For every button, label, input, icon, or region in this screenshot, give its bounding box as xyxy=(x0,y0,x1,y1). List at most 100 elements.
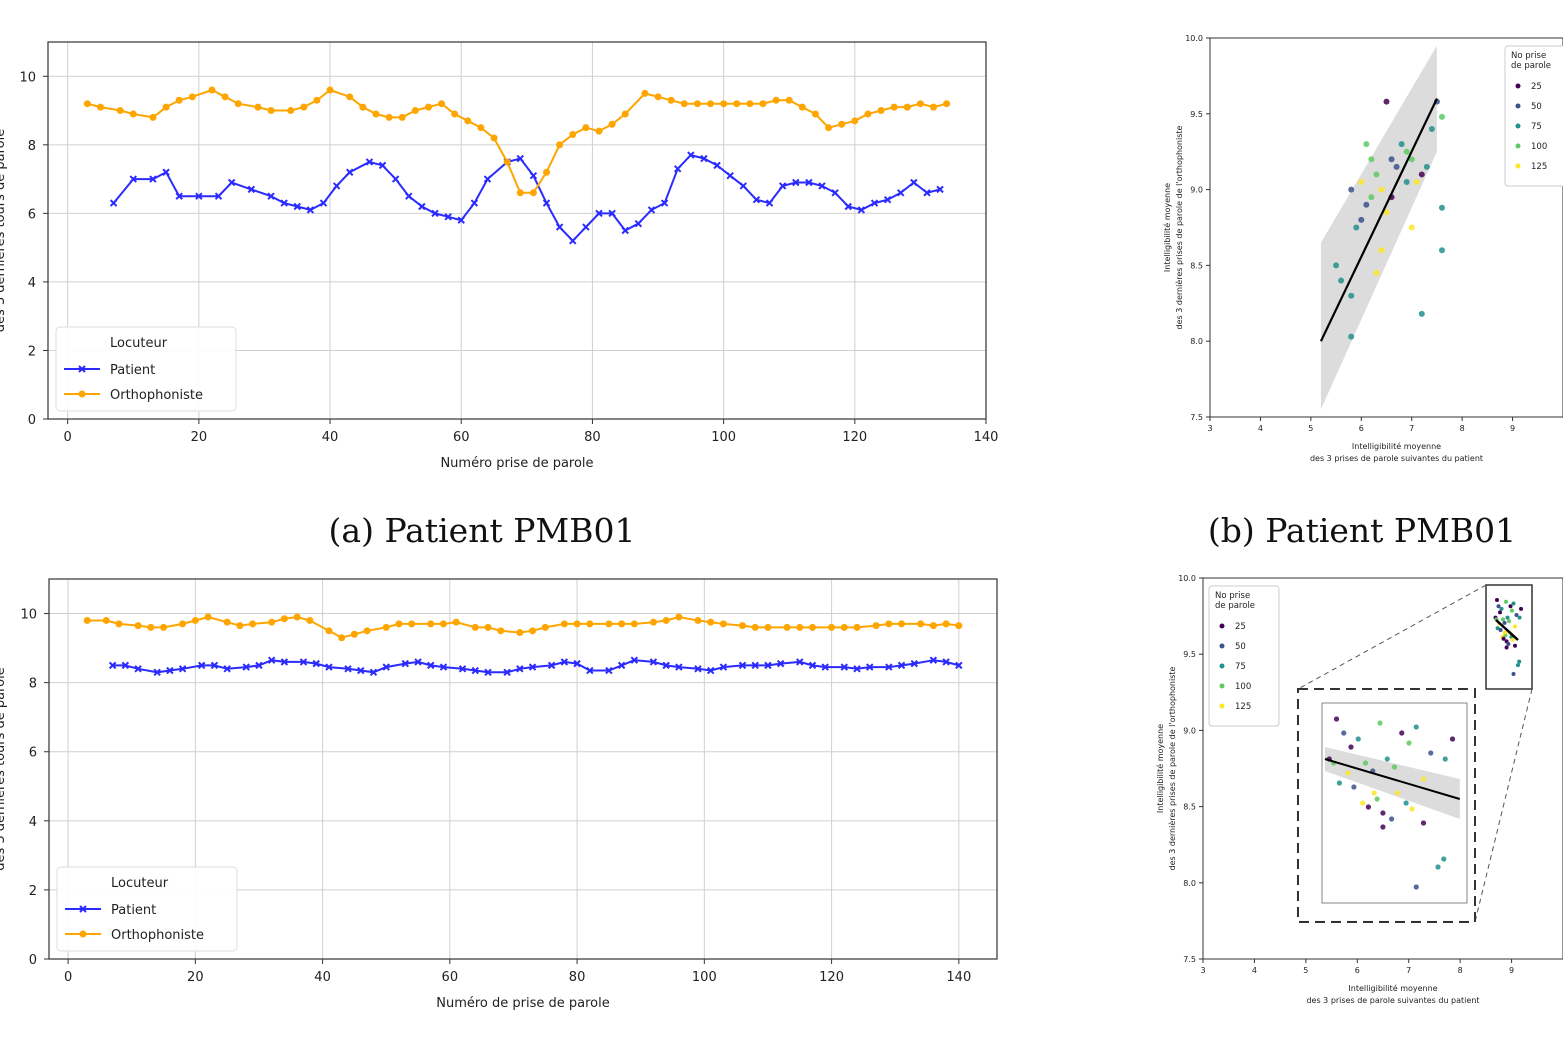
inset-source-point xyxy=(1504,599,1508,604)
scatter-point xyxy=(1348,292,1355,299)
legend-label: Patient xyxy=(111,903,156,918)
data-point xyxy=(707,100,715,108)
data-point xyxy=(313,96,321,104)
data-point xyxy=(808,661,817,670)
x-axis-label: des 3 prises de parole suivantes du pati… xyxy=(1306,996,1479,1005)
x-tick-label: 3 xyxy=(1207,424,1212,433)
inset-point xyxy=(1371,790,1377,796)
data-point xyxy=(595,127,603,135)
data-point xyxy=(346,93,354,101)
x-tick-label: 4 xyxy=(1258,424,1263,433)
data-point xyxy=(851,117,859,125)
marker-stroke xyxy=(719,663,728,671)
inset-point xyxy=(1341,730,1347,736)
data-point xyxy=(885,663,893,671)
data-point xyxy=(306,206,315,214)
marker-stroke xyxy=(713,161,721,170)
marker-stroke xyxy=(529,171,538,180)
data-point xyxy=(792,178,800,187)
data-point xyxy=(234,100,242,108)
x-tick-label: 140 xyxy=(946,970,971,985)
inset-source-point xyxy=(1502,620,1507,625)
scatter-point xyxy=(1388,156,1395,163)
inset-point xyxy=(1413,724,1419,730)
marker-stroke xyxy=(706,666,715,675)
marker-stroke xyxy=(573,659,581,668)
data-point xyxy=(411,107,419,115)
legend-title: Locuteur xyxy=(111,876,169,891)
legend-swatch-marker xyxy=(79,930,87,938)
inset-source-point xyxy=(1510,608,1514,613)
caption-b: (b) Patient PMB01 xyxy=(1208,511,1516,550)
data-point xyxy=(267,656,276,664)
data-point xyxy=(398,113,406,121)
data-point xyxy=(630,620,638,628)
y-tick-label: 7.5 xyxy=(1190,413,1203,422)
legend-box xyxy=(1504,45,1563,187)
data-point xyxy=(195,192,203,200)
inset-source-point xyxy=(1519,606,1523,611)
data-point xyxy=(910,659,918,668)
legend-marker xyxy=(1515,143,1521,149)
data-point xyxy=(83,100,91,108)
data-point xyxy=(516,154,524,163)
marker-stroke xyxy=(129,175,137,183)
y-tick-label: 10.0 xyxy=(1185,34,1203,43)
data-point xyxy=(115,620,123,628)
marker-stroke xyxy=(210,661,219,670)
legend-label: 125 xyxy=(1235,702,1251,712)
data-point xyxy=(325,663,333,671)
line-chart-c: 0 20 40 60 80 100 120 140 0 2 4 6 8 10 Numéro de prise… xyxy=(0,578,998,1011)
data-point xyxy=(255,661,263,670)
inset-zoom-box xyxy=(1297,688,1476,923)
data-point xyxy=(831,189,839,197)
inset-source-point xyxy=(1502,630,1507,635)
legend-swatch-marker xyxy=(78,365,86,373)
data-point xyxy=(162,103,170,111)
inset-source-point xyxy=(1496,604,1501,609)
inset-regression-line xyxy=(1324,758,1461,800)
data-point xyxy=(608,120,616,128)
marker-stroke xyxy=(267,656,276,664)
inset-source-point xyxy=(1505,615,1510,620)
data-point xyxy=(227,178,236,187)
y-tick-label: 8 xyxy=(29,677,37,692)
data-point xyxy=(840,663,849,671)
data-point xyxy=(752,195,761,204)
data-point xyxy=(424,103,432,111)
inset-source-regression xyxy=(1495,619,1519,641)
data-point xyxy=(325,627,333,635)
y-axis-label: des 3 dernières tours de parole xyxy=(0,667,8,871)
data-point xyxy=(739,182,748,190)
marker-stroke xyxy=(569,237,577,245)
data-point xyxy=(765,199,774,207)
marker-stroke xyxy=(255,661,263,670)
data-point xyxy=(877,107,885,115)
inset-source-point xyxy=(1517,615,1522,620)
marker-stroke xyxy=(516,665,524,673)
marker-stroke xyxy=(647,206,656,214)
marker-stroke xyxy=(299,658,308,666)
data-point xyxy=(811,110,819,118)
data-point xyxy=(299,658,308,666)
scatter-point xyxy=(1438,204,1445,211)
data-point xyxy=(332,182,341,190)
scatter-point xyxy=(1408,224,1415,231)
data-point xyxy=(452,618,460,626)
inset-point xyxy=(1409,806,1415,812)
inset-source-point xyxy=(1516,663,1520,668)
x-tick-label: 6 xyxy=(1359,424,1364,433)
inset-point xyxy=(1362,760,1369,766)
marker-stroke xyxy=(365,158,374,166)
marker-stroke xyxy=(162,168,170,176)
marker-stroke xyxy=(346,168,354,176)
data-point xyxy=(300,103,308,111)
data-point xyxy=(654,93,662,101)
y-tick-label: 9.0 xyxy=(1183,726,1196,735)
marker-stroke xyxy=(617,661,626,670)
marker-stroke xyxy=(936,185,944,194)
data-point xyxy=(338,634,346,642)
data-point xyxy=(649,618,657,626)
scatter-point xyxy=(1333,262,1340,269)
data-point xyxy=(223,618,231,626)
